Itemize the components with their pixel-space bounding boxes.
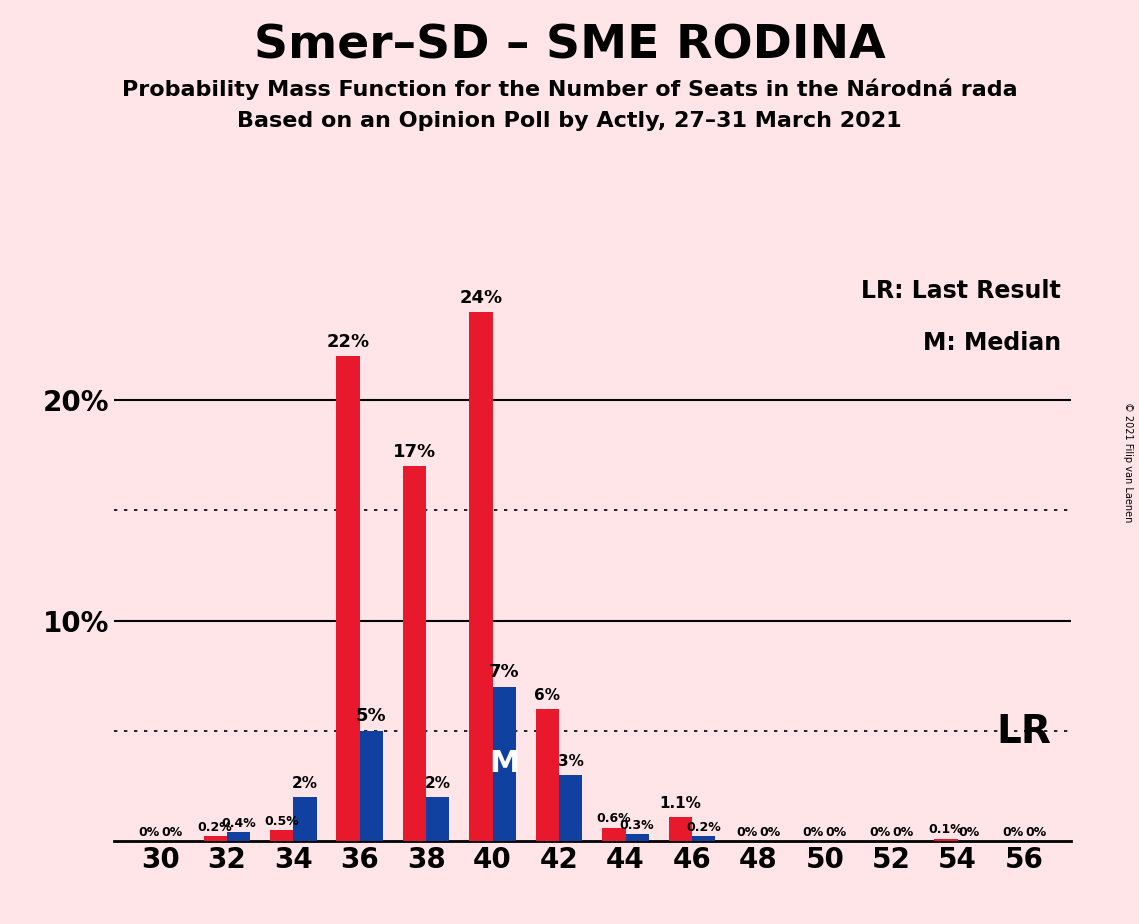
Bar bbox=[469, 312, 492, 841]
Bar bbox=[693, 836, 715, 841]
Bar bbox=[426, 796, 450, 841]
Text: 0.3%: 0.3% bbox=[620, 819, 655, 832]
Text: 0%: 0% bbox=[803, 826, 823, 839]
Text: 0%: 0% bbox=[959, 826, 980, 839]
Bar bbox=[403, 467, 426, 841]
Text: 0%: 0% bbox=[826, 826, 847, 839]
Text: 0%: 0% bbox=[760, 826, 780, 839]
Text: 24%: 24% bbox=[459, 288, 502, 307]
Text: 2%: 2% bbox=[292, 776, 318, 791]
Text: Probability Mass Function for the Number of Seats in the Národná rada: Probability Mass Function for the Number… bbox=[122, 79, 1017, 100]
Text: 0%: 0% bbox=[892, 826, 913, 839]
Text: 0%: 0% bbox=[138, 826, 159, 839]
Text: 0%: 0% bbox=[162, 826, 182, 839]
Text: Based on an Opinion Poll by Actly, 27–31 March 2021: Based on an Opinion Poll by Actly, 27–31… bbox=[237, 111, 902, 131]
Text: 0%: 0% bbox=[1025, 826, 1047, 839]
Bar bbox=[227, 832, 251, 841]
Text: 2%: 2% bbox=[425, 776, 451, 791]
Bar bbox=[492, 687, 516, 841]
Text: LR: Last Result: LR: Last Result bbox=[861, 279, 1062, 303]
Text: LR: LR bbox=[997, 713, 1051, 751]
Bar bbox=[669, 817, 693, 841]
Text: 1.1%: 1.1% bbox=[659, 796, 702, 811]
Bar bbox=[559, 774, 582, 841]
Text: M: Median: M: Median bbox=[923, 331, 1062, 355]
Text: 0.6%: 0.6% bbox=[597, 812, 631, 825]
Bar bbox=[270, 830, 294, 841]
Text: 0%: 0% bbox=[869, 826, 891, 839]
Bar bbox=[336, 356, 360, 841]
Bar bbox=[360, 731, 383, 841]
Bar bbox=[293, 796, 317, 841]
Text: 0.1%: 0.1% bbox=[928, 823, 964, 836]
Text: 6%: 6% bbox=[534, 688, 560, 703]
Text: Smer–SD – SME RODINA: Smer–SD – SME RODINA bbox=[254, 23, 885, 68]
Text: 7%: 7% bbox=[489, 663, 519, 681]
Text: M: M bbox=[489, 749, 519, 778]
Bar bbox=[625, 834, 649, 841]
Bar bbox=[603, 828, 625, 841]
Text: 0%: 0% bbox=[736, 826, 757, 839]
Bar bbox=[934, 839, 958, 841]
Text: 5%: 5% bbox=[357, 707, 386, 725]
Text: 0.5%: 0.5% bbox=[264, 815, 300, 828]
Text: 0.2%: 0.2% bbox=[198, 821, 232, 834]
Bar bbox=[535, 709, 559, 841]
Text: © 2021 Filip van Laenen: © 2021 Filip van Laenen bbox=[1123, 402, 1133, 522]
Bar bbox=[204, 836, 227, 841]
Text: 0.4%: 0.4% bbox=[221, 817, 256, 830]
Text: 0.2%: 0.2% bbox=[686, 821, 721, 834]
Text: 0%: 0% bbox=[1002, 826, 1023, 839]
Text: 22%: 22% bbox=[327, 333, 370, 350]
Text: 3%: 3% bbox=[558, 754, 583, 769]
Text: 17%: 17% bbox=[393, 443, 436, 461]
